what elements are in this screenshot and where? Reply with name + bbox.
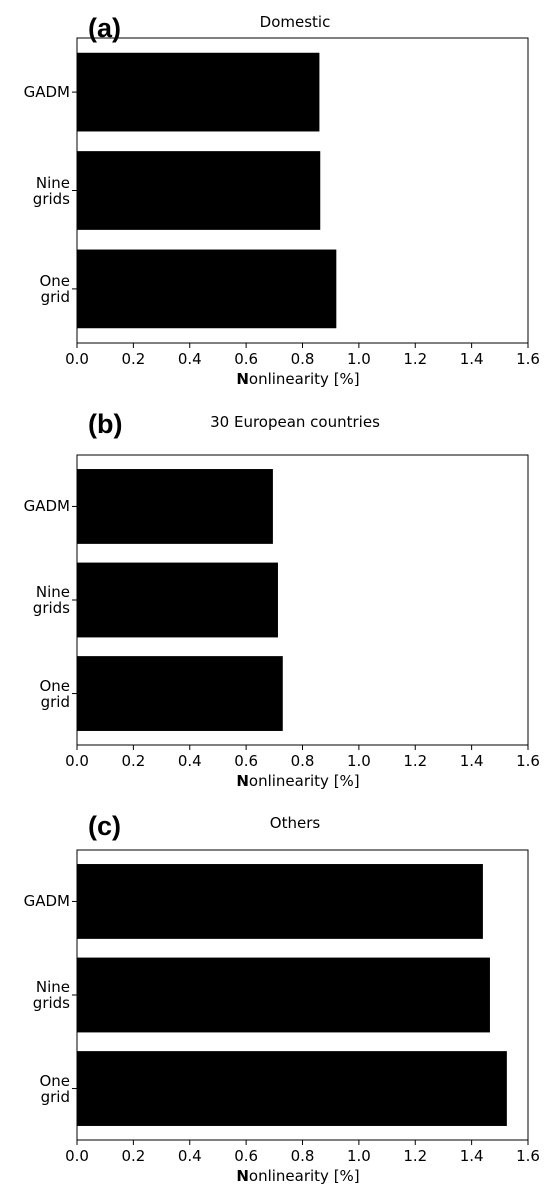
plot-frame [76,454,529,746]
x-tick-label: 0.6 [234,350,259,368]
bar [77,469,273,544]
x-tick-label: 1.6 [516,1147,540,1165]
x-tick-label: 1.0 [346,1147,371,1165]
x-tick-label: 0.2 [121,350,146,368]
bar [77,957,490,1033]
panel-label: (a) [88,13,121,43]
bar [77,151,321,230]
x-tick-label: 0.8 [290,752,315,770]
chart-title: 30 European countries [210,413,380,431]
x-tick-label: 1.0 [346,350,371,368]
bar [77,562,278,638]
y-tick-label: GADM [23,892,70,911]
plot-frame [76,37,529,344]
x-tick-label: 0.0 [65,350,89,368]
bar [77,864,483,939]
y-tick-label: GADM [23,497,70,516]
x-tick-label: 0.6 [234,752,259,770]
y-tick-label: Nine grids [32,583,70,617]
x-tick-label: 0.2 [121,1147,146,1165]
x-tick-label: 0.0 [65,752,89,770]
y-tick-label: One grid [39,1071,70,1106]
x-tick-label: 0.0 [65,1147,89,1165]
x-axis-label: Nonlinearity [%] [236,772,360,790]
x-tick-label: 1.6 [516,752,540,770]
x-tick-label: 1.4 [459,350,484,368]
x-axis-label: Nonlinearity [%] [236,370,360,388]
x-tick-label: 1.2 [403,1147,428,1165]
x-tick-label: 1.4 [459,752,484,770]
x-tick-label: 0.4 [177,1147,202,1165]
x-tick-label: 0.8 [290,1147,315,1165]
x-tick-label: 0.2 [121,752,146,770]
chart-title: Domestic [259,13,331,31]
panel-label: (b) [88,409,123,439]
x-tick-label: 1.4 [459,1147,484,1165]
x-tick-label: 1.2 [403,752,428,770]
bar [77,52,320,132]
y-tick-label: GADM [23,83,70,102]
x-tick-label: 0.6 [234,1147,259,1165]
x-tick-label: 1.0 [346,752,371,770]
x-tick-label: 0.8 [290,350,315,368]
plot-frame [76,849,529,1141]
y-tick-label: Nine grids [32,978,70,1012]
y-tick-label: One grid [39,676,70,711]
y-tick-label: One grid [39,271,70,306]
x-tick-label: 1.2 [403,350,428,368]
bar [77,249,337,329]
x-tick-label: 0.4 [177,350,202,368]
x-tick-label: 0.4 [177,752,202,770]
x-axis-label: Nonlinearity [%] [236,1167,360,1185]
x-tick-label: 1.6 [516,350,540,368]
panel-label: (c) [88,811,121,841]
bar [77,656,283,731]
chart-title: Others [269,814,321,832]
y-tick-label: Nine grids [32,173,70,208]
bar [77,1051,507,1126]
